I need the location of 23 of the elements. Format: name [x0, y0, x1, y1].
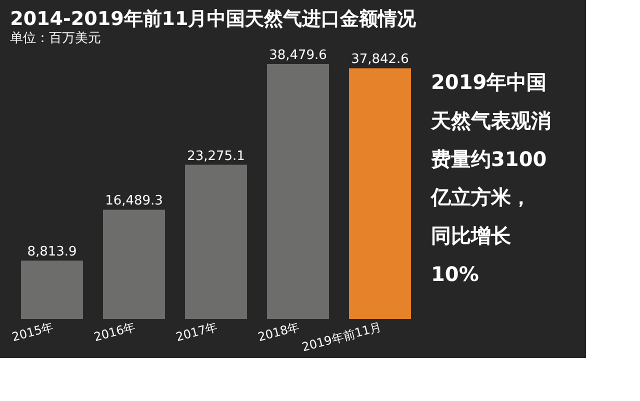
text: 同比增长 [431, 224, 512, 248]
data-label: 37,842.6 [351, 52, 409, 68]
text: 亿立方米， [430, 185, 531, 210]
text: 费量约3100 [430, 146, 547, 171]
text: 天然气表观消 [430, 108, 551, 132]
data-label: 23,275.1 [187, 148, 245, 164]
x-tick-label: 2018年 [256, 320, 302, 344]
text: 2019年中国 [431, 70, 547, 94]
chart-title: 2014-2019年前11月中国天然气进口金额情况 [10, 8, 418, 30]
text: 10% [431, 262, 479, 286]
bar [21, 260, 83, 319]
bar [185, 164, 247, 319]
data-label: 16,489.3 [105, 194, 163, 209]
bar [349, 68, 411, 319]
x-tick-label: 2017年 [174, 320, 220, 344]
bar [103, 210, 165, 319]
x-tick-label: 2016年 [92, 320, 138, 344]
data-label: 8,813.9 [27, 244, 77, 260]
x-tick-label: 2019年前11月 [300, 320, 384, 354]
data-label: 38,479.6 [269, 48, 327, 63]
x-tick-label: 2015年 [10, 320, 56, 344]
chart-subtitle: 单位：百万美元 [10, 30, 102, 46]
bar [267, 64, 329, 319]
